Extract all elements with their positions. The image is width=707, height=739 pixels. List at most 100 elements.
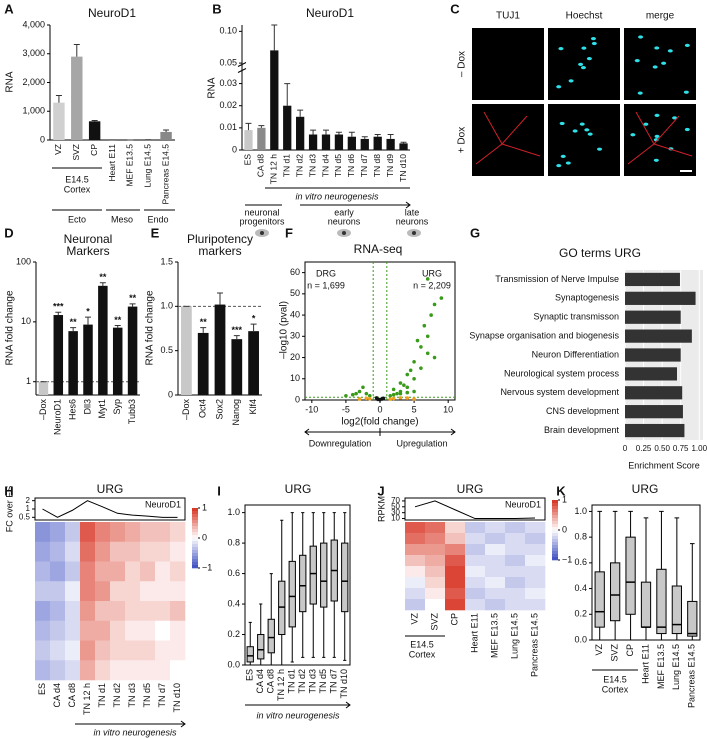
heat-cell (465, 544, 486, 556)
annotation: in vitro neurogenesis (295, 191, 379, 201)
colorbar-step (552, 545, 558, 549)
point (425, 277, 430, 281)
colorbar-step (552, 515, 558, 519)
point (412, 389, 416, 394)
whisker (301, 512, 305, 658)
heat-cell (170, 561, 186, 582)
micrograph (548, 28, 620, 100)
heat-cell (95, 640, 111, 661)
x-tick-label: Pancreas E14.5 (687, 644, 697, 708)
y-tick-label: 0.8 (227, 537, 240, 547)
whisker (628, 510, 633, 641)
x-tick-label: CA d4 (52, 683, 62, 708)
line (414, 500, 536, 520)
nucleus (556, 163, 562, 168)
x-tick-label: Tubb3 (127, 399, 137, 424)
x-tick-label: Lung E14.5 (509, 613, 519, 659)
heat-cell (425, 599, 446, 611)
bar (214, 304, 226, 395)
x-tick-label: TN d2 (294, 154, 304, 177)
heat-cell (525, 533, 546, 545)
heat-cell (405, 566, 426, 578)
significance-label: ** (99, 272, 107, 282)
nucleus (684, 43, 690, 47)
heat-cell (50, 601, 66, 622)
bar (625, 367, 677, 381)
heat-cell (155, 640, 171, 661)
x-tick-label: SVZ (71, 144, 81, 161)
line-label: NeuroD1 (505, 499, 541, 509)
y-tick-label: 30 (290, 331, 300, 341)
annotation: E14.5 (603, 674, 627, 684)
heat-cell (110, 620, 126, 641)
colorbar-step (552, 500, 558, 504)
micrograph (472, 104, 544, 176)
heat-cell (110, 541, 126, 562)
annotation: in vitro neurogenesis (256, 710, 340, 720)
scale-bar (680, 170, 692, 172)
bar (625, 423, 685, 438)
heat-cell (95, 541, 111, 562)
x-tick-label: TN d3 (307, 154, 317, 177)
heat-cell (525, 599, 546, 611)
bar (625, 329, 692, 343)
nucleus (637, 91, 643, 95)
heat-cell (525, 555, 546, 567)
panel-letter: D (4, 225, 13, 240)
heat-cell (50, 660, 66, 681)
point (388, 393, 393, 398)
x-tick-label: TN d2 (112, 683, 122, 708)
y-tick-label: 1,000 (22, 106, 45, 116)
point (412, 397, 416, 401)
y-tick-label: 1 (26, 504, 31, 513)
point (398, 381, 403, 385)
x-tick-label: -5 (342, 404, 350, 414)
x-tick-label: MEF E13.5 (656, 644, 666, 689)
x-tick-label: Pancreas E14.5 (529, 613, 539, 677)
colorbar-step (192, 565, 198, 569)
chart-title: Markers (66, 244, 109, 258)
error-bar (284, 83, 291, 106)
nucleus (684, 127, 690, 132)
heat-cell (465, 566, 486, 578)
x-tick-label: TN d5 (333, 154, 343, 177)
y-tick-label: Transmission of Nerve Impulse (495, 274, 619, 284)
x-tick-label: CA d8 (256, 154, 266, 177)
significance-label: * (252, 313, 256, 323)
heat-cell (125, 581, 141, 602)
error-bar (400, 141, 407, 144)
y-tick-label: 1.5 (160, 256, 173, 266)
nucleus (630, 133, 636, 137)
heat-cell (65, 522, 81, 543)
bar (244, 130, 253, 150)
heat-cell (525, 544, 546, 556)
box (309, 545, 317, 605)
heat-cell (425, 566, 446, 578)
x-axis-label: Enrichment Score (628, 460, 700, 470)
heat-cell (125, 660, 141, 681)
y-tick-label: 3,000 (22, 48, 45, 58)
y-tick-label: 0.4 (227, 598, 240, 608)
y-tick-label: 1 (26, 376, 31, 386)
y-tick-label: 0.03 (219, 78, 237, 88)
heat-cell (125, 561, 141, 582)
heat-cell (485, 577, 506, 589)
error-bar (374, 134, 381, 137)
x-tick-label: CA d8 (67, 683, 77, 708)
y-tick-label: 100 (16, 256, 31, 266)
heat-cell (405, 599, 426, 611)
colorbar-step (192, 526, 198, 530)
point (425, 351, 430, 356)
bar (625, 272, 680, 287)
chart-title: Pluripotency (187, 232, 253, 246)
nucleus (572, 129, 578, 133)
bar (112, 327, 123, 395)
x-tick-label: TN d4 (320, 154, 330, 177)
colorbar-step (192, 553, 198, 557)
significance-label: ** (200, 317, 208, 327)
y-tick-label: Nervous system development (500, 387, 619, 397)
box (278, 580, 286, 636)
y-axis-label: RPKM (376, 496, 386, 522)
cell-nucleus (412, 231, 416, 235)
heat-cell (425, 533, 446, 545)
